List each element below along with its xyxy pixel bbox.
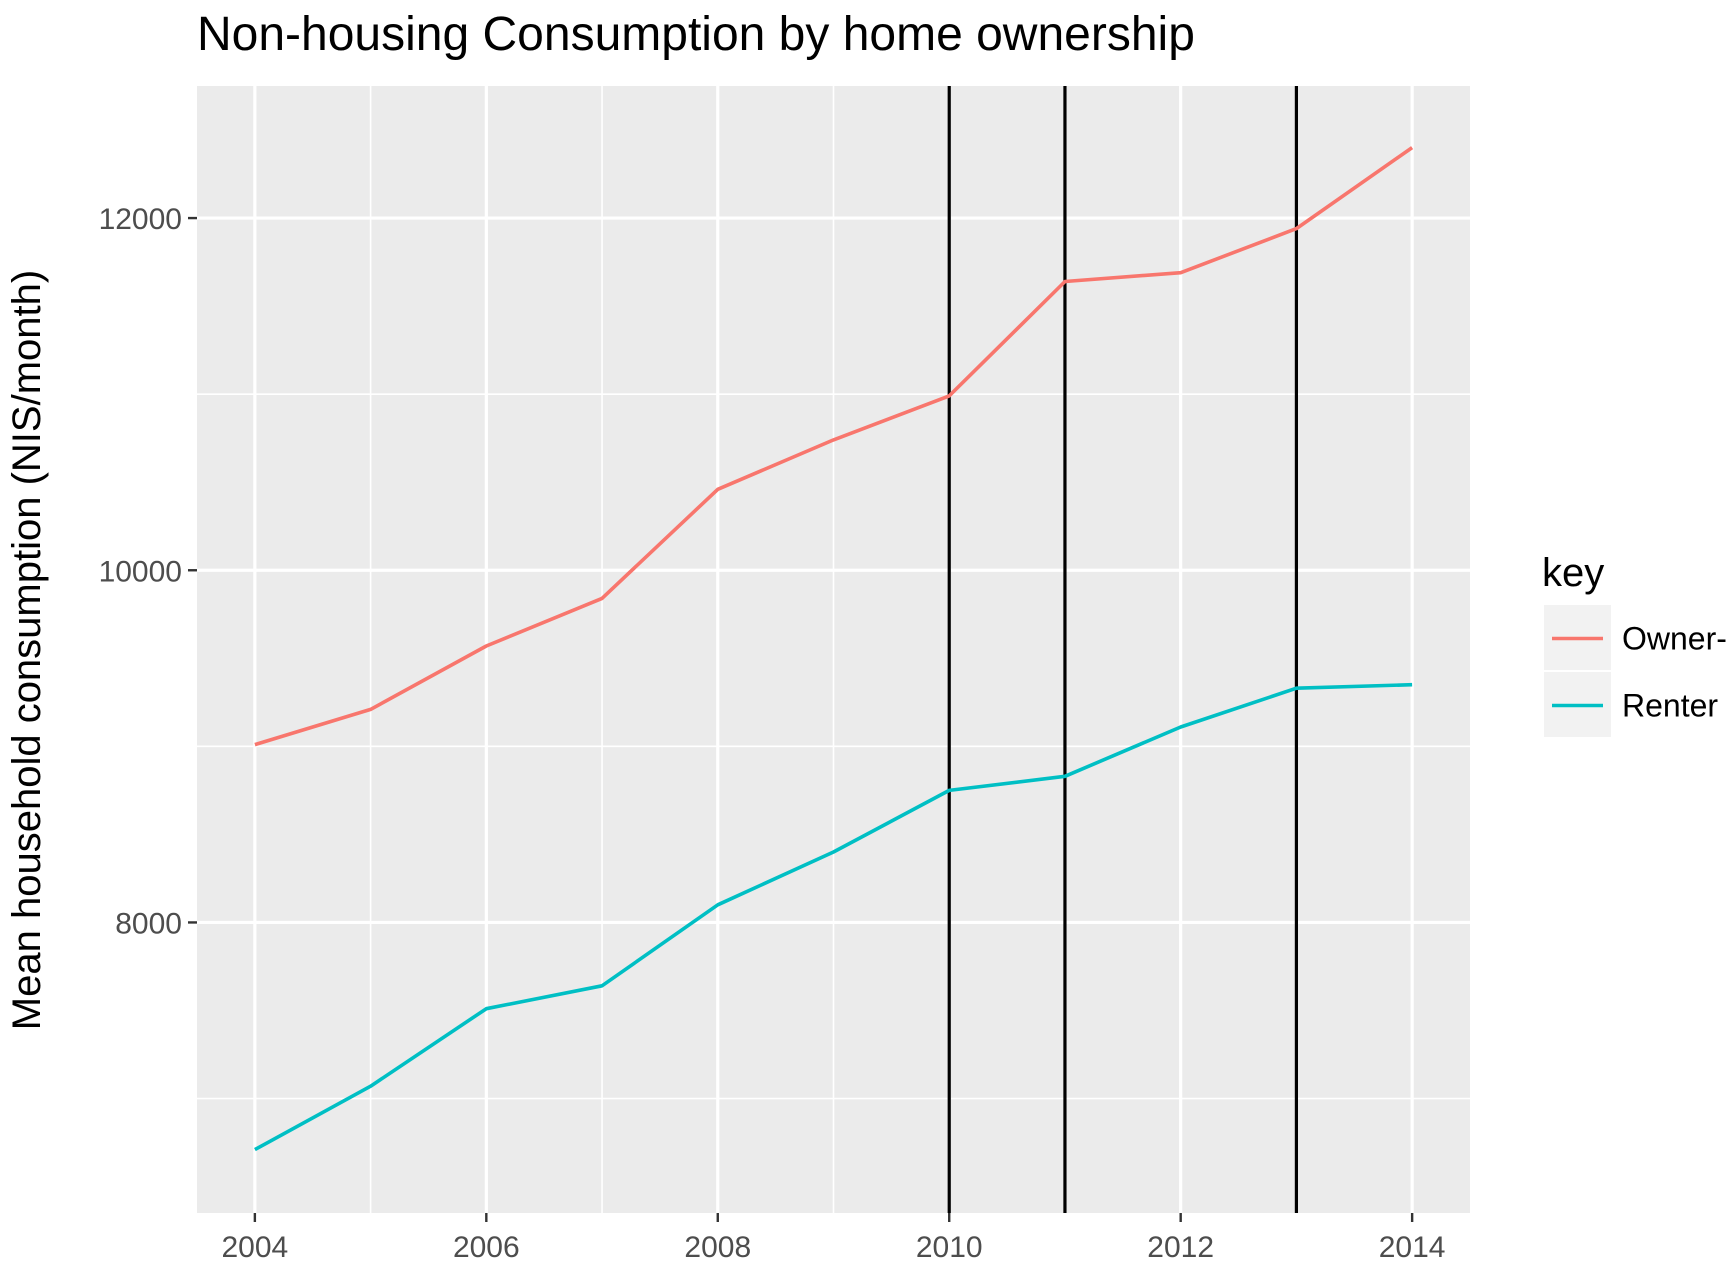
x-tick-label: 2004 [221, 1231, 288, 1264]
x-tick-label: 2008 [684, 1231, 751, 1264]
x-tick-label: 2010 [916, 1231, 983, 1264]
x-tick-label: 2006 [453, 1231, 520, 1264]
y-tick-label: 10000 [99, 555, 182, 588]
y-tick-label: 8000 [115, 907, 182, 940]
x-tick-label: 2014 [1379, 1231, 1446, 1264]
series-line-1 [254, 146, 1414, 747]
legend: key Owner- Renter [1542, 551, 1727, 737]
reference-lines [947, 86, 1299, 1213]
series-line-2 [254, 682, 1413, 1152]
legend-label: Renter [1622, 688, 1718, 724]
x-axis-ticks: 2004 2006 2008 2010 2012 2014 [221, 1213, 1446, 1264]
y-axis-title: Mean household consumption (NIS/month) [5, 270, 49, 1030]
series-lines [254, 146, 1414, 1152]
x-tick-label: 2012 [1147, 1231, 1214, 1264]
y-axis-ticks: 8000 10000 12000 [99, 203, 197, 940]
chart-title: Non-housing Consumption by home ownershi… [197, 8, 1195, 61]
y-tick-label: 12000 [99, 203, 182, 236]
legend-label: Owner- [1622, 621, 1727, 657]
legend-title: key [1542, 551, 1604, 595]
